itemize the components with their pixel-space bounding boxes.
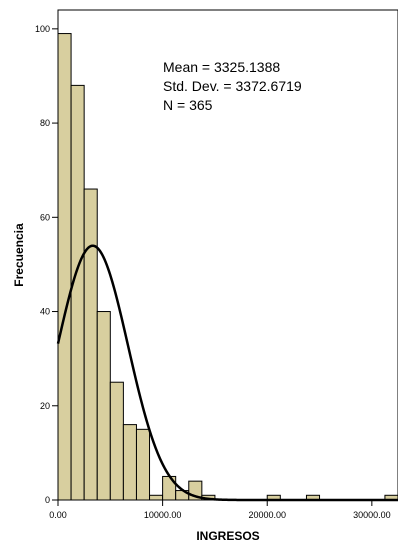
y-tick-label: 100 <box>35 24 50 34</box>
y-axis-title: Frecuencia <box>12 223 26 287</box>
histogram-bar <box>135 428 151 501</box>
x-axis-title: INGRESOS <box>196 529 259 543</box>
histogram-bar <box>83 188 98 501</box>
histogram-bar <box>57 33 72 501</box>
histogram-bar <box>109 381 124 501</box>
x-tick-label: 0.00 <box>49 510 67 520</box>
y-tick-label: 20 <box>40 401 50 411</box>
stats-n: N = 365 <box>163 97 213 113</box>
y-tick-label: 60 <box>40 212 50 222</box>
bars-layer <box>57 33 398 501</box>
x-tick-label: 10000.00 <box>144 510 182 520</box>
x-axis: 0.00 10000.00 20000.00 30000.00 <box>49 500 391 520</box>
histogram-bar <box>149 494 164 501</box>
y-tick-label: 40 <box>40 307 50 317</box>
stats-std: Std. Dev. = 3372.6719 <box>163 78 302 94</box>
y-tick-label: 80 <box>40 118 50 128</box>
histogram-bar <box>122 424 137 501</box>
y-axis: 0 20 40 60 80 100 <box>35 24 58 505</box>
plot-frame <box>57 9 398 501</box>
x-tick-label: 30000.00 <box>353 510 391 520</box>
y-tick-label: 0 <box>45 495 50 505</box>
stats-mean: Mean = 3325.1388 <box>163 59 280 75</box>
histogram-bar <box>70 84 85 501</box>
x-tick-label: 20000.00 <box>248 510 286 520</box>
histogram-bar <box>96 311 111 501</box>
